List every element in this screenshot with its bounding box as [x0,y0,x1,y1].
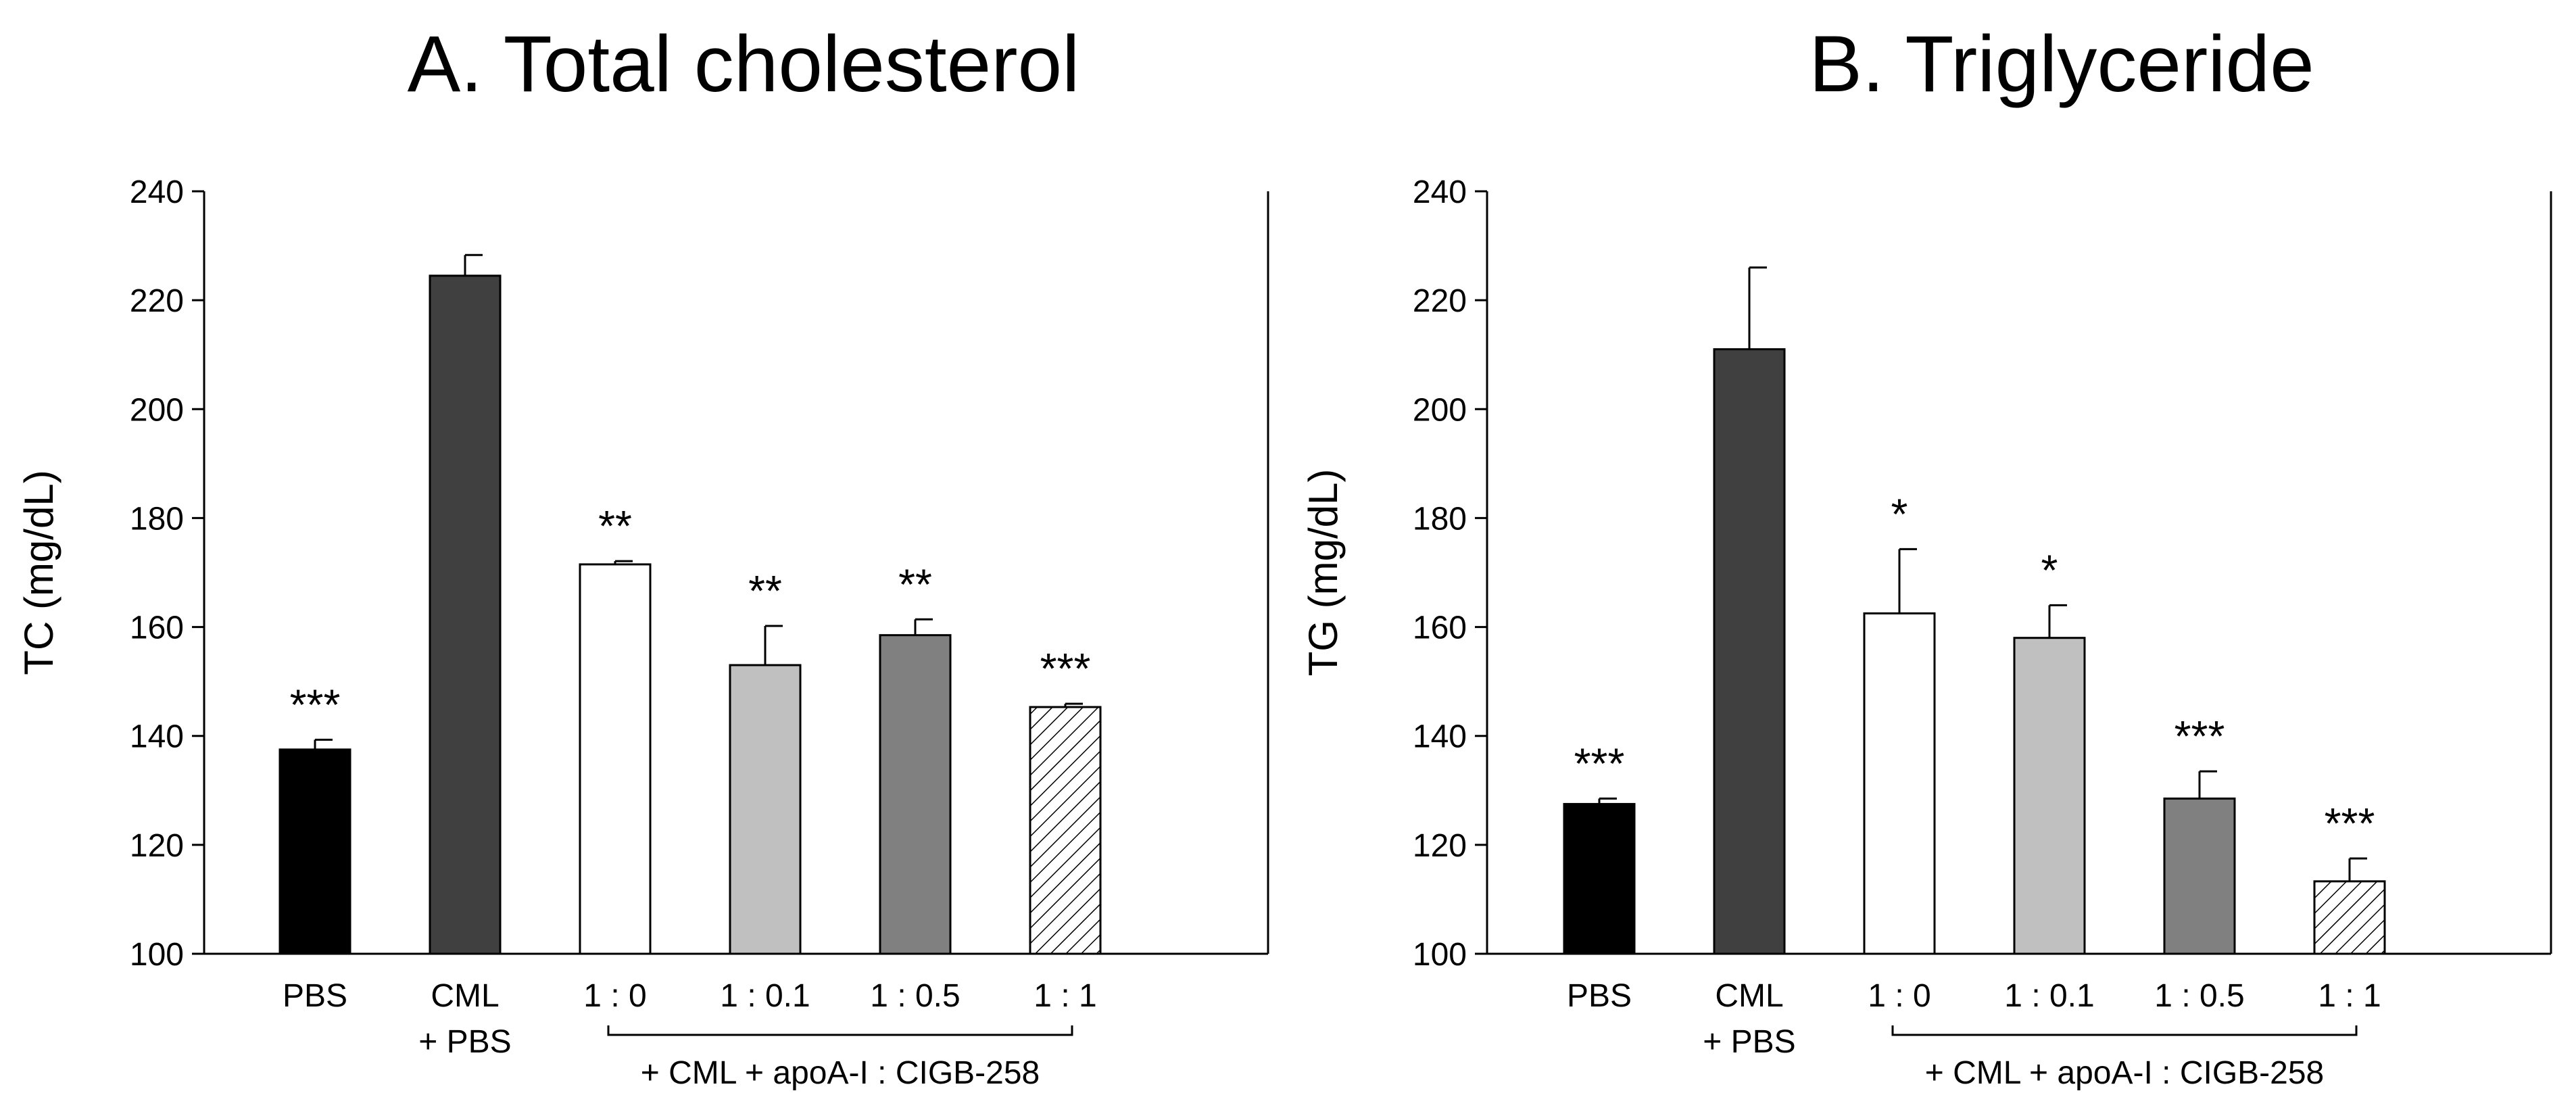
y-tick-label: 100 [1413,937,1467,973]
y-tick-label: 140 [1413,719,1467,755]
significance-label: *** [2325,799,2375,848]
group-bracket-label: + CML + apoA-I : CIGB-258 [641,1055,1040,1091]
significance-label: *** [1040,644,1091,693]
y-tick-label: 100 [130,937,184,973]
panel-total-cholesterol: A. Total cholesterol TC (mg/dL) 100 120 140 1… [16,20,1269,1091]
significance-label: *** [1574,739,1625,787]
significance-label: *** [290,680,341,729]
x-tick-label: 1 : 1 [1034,978,1096,1014]
x-tick-label: 1 : 0.1 [720,978,810,1014]
group-bracket-label: + CML + apoA-I : CIGB-258 [1925,1055,2324,1091]
x-tick-label-line2: + PBS [1703,1024,1795,1060]
y-tick-label: 200 [1413,392,1467,428]
bar [579,563,652,955]
significance-label: ** [598,502,632,550]
y-tick-label: 220 [1413,283,1467,319]
y-tick-label: 220 [130,283,184,319]
significance-label: ** [748,566,782,615]
x-tick-label: 1 : 1 [2318,978,2381,1014]
x-tick-label: CML [1715,978,1783,1014]
group-bracket [1891,1025,2358,1036]
chart-title: B. Triglyceride [1809,20,2314,109]
x-tick-label: 1 : 0 [583,978,646,1014]
x-tick-label: 1 : 0.5 [870,978,960,1014]
bar [879,634,952,955]
y-tick-label: 140 [130,719,184,755]
bar [1563,802,1636,955]
bar [2013,637,2086,955]
significance-label: * [2041,545,2058,594]
bar [2313,880,2386,955]
y-tick-label: 200 [130,392,184,428]
bar [278,748,351,955]
bar [429,274,502,955]
y-tick-label: 180 [130,501,184,537]
bar [1029,706,1102,955]
x-tick-label: PBS [283,978,347,1014]
significance-label: ** [898,560,932,608]
y-tick-label: 240 [1413,174,1467,210]
group-bracket [607,1025,1073,1036]
significance-label: * [1891,489,1908,538]
y-tick-label: 120 [130,828,184,864]
y-axis-label: TG (mg/dL) [1301,469,1346,677]
x-tick-label: 1 : 0.5 [2154,978,2244,1014]
y-tick-label: 160 [1413,610,1467,646]
significance-label: *** [2174,712,2225,760]
y-tick-label: 180 [1413,501,1467,537]
bar [729,664,802,955]
bar [1863,612,1936,955]
x-tick-label: PBS [1567,978,1632,1014]
x-tick-label-line2: + PBS [418,1024,511,1060]
y-tick-label: 160 [130,610,184,646]
chart-title: A. Total cholesterol [408,20,1080,109]
bar [1713,348,1786,955]
panel-triglyceride: B. Triglyceride TG (mg/dL) 100 120 140 160 180… [1301,20,2552,1091]
bar [2163,797,2236,955]
y-tick-label: 120 [1413,828,1467,864]
y-tick-label: 240 [130,174,184,210]
x-tick-label: 1 : 0 [1868,978,1930,1014]
x-tick-label: CML [431,978,499,1014]
y-axis-label: TC (mg/dL) [16,470,62,675]
x-tick-label: 1 : 0.1 [2004,978,2094,1014]
